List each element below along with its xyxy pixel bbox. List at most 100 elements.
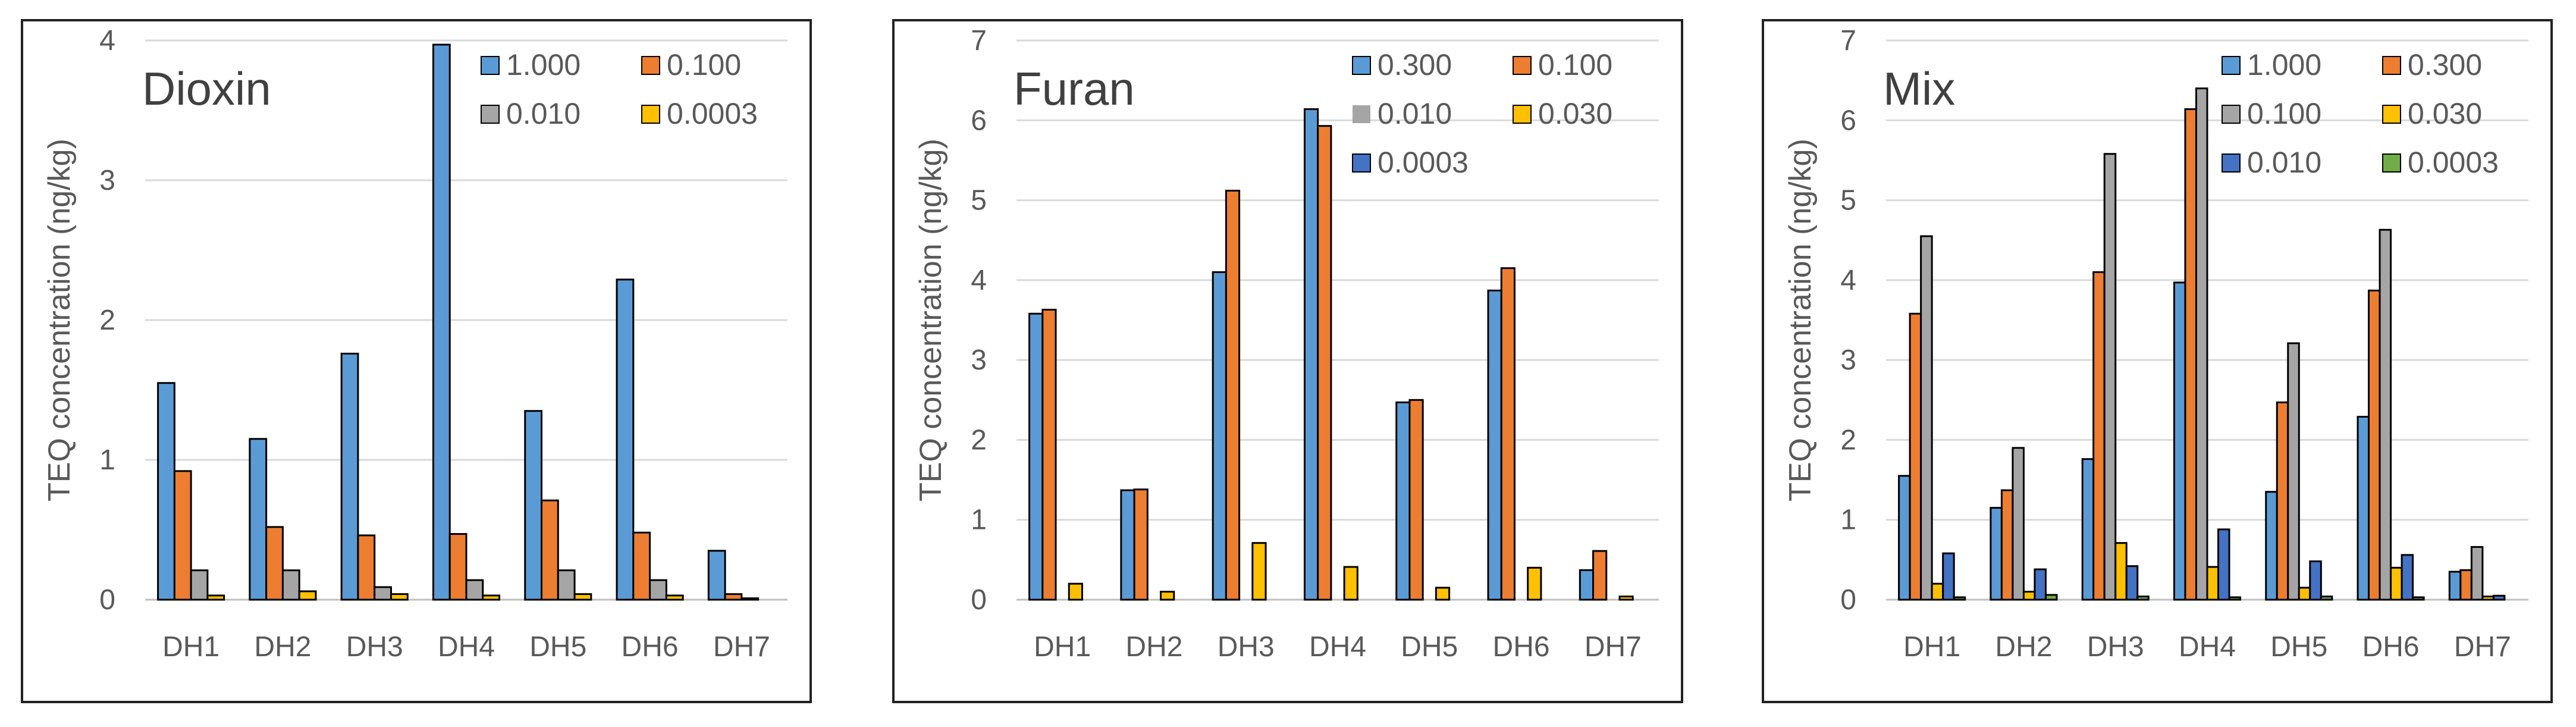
chart2-bar-dh4-s4 bbox=[2217, 528, 2230, 601]
chart2-legend-swatch-0-100 bbox=[2222, 105, 2241, 124]
chart2-bar-dh3-s4 bbox=[2125, 565, 2139, 601]
chart0-ytick-label: 2 bbox=[99, 305, 115, 336]
chart2-bar-dh4-s0 bbox=[2173, 281, 2186, 601]
chart0-bar-dh6-s2 bbox=[649, 579, 667, 601]
chart0-category-label: DH2 bbox=[254, 631, 311, 663]
chart0-bar-dh2-s0 bbox=[249, 438, 268, 601]
chart1-category-label: DH1 bbox=[1034, 631, 1091, 663]
chart1-bar-dh1-s3 bbox=[1068, 582, 1083, 601]
chart2-ytick-label: 1 bbox=[1840, 504, 1856, 536]
chart1-legend-swatch-0-100 bbox=[1513, 56, 1532, 75]
chart0-bar-dh2-s2 bbox=[281, 569, 300, 601]
chart0-bar-dh5-s0 bbox=[524, 410, 543, 601]
chart0-ytick-label: 1 bbox=[99, 444, 115, 476]
chart1-legend-swatch-0-0003 bbox=[1352, 153, 1371, 173]
chart2-bar-dh1-s2 bbox=[1920, 235, 1933, 601]
chart0-legend: 1.000 0.100 0.010 0.0003 bbox=[481, 48, 758, 130]
chart0-bar-dh7-s1 bbox=[724, 593, 743, 601]
chart2-legend-label-0-010: 0.010 bbox=[2247, 146, 2321, 179]
chart1-bar-dh3-s1 bbox=[1225, 189, 1241, 601]
chart0-legend-swatch-0-100 bbox=[641, 56, 660, 75]
chart1-bar-dh5-s1 bbox=[1408, 399, 1424, 601]
chart1-bar-dh6-s0 bbox=[1487, 289, 1502, 601]
chart1-bar-dh2-s0 bbox=[1120, 489, 1135, 601]
chart1-bar-dh4-s0 bbox=[1303, 108, 1319, 601]
chart1-category-label: DH7 bbox=[1584, 631, 1642, 663]
chart2-bar-dh2-s5 bbox=[2044, 594, 2058, 601]
chart1-gridlines bbox=[1016, 39, 1659, 521]
chart1-bar-dh7-s0 bbox=[1579, 569, 1595, 601]
chart1-legend-label-0-010: 0.010 bbox=[1378, 97, 1452, 130]
chart0-bar-dh1-s1 bbox=[173, 470, 192, 601]
chart2-legend-swatch-0-0003 bbox=[2382, 153, 2401, 173]
chart2-y-axis-label: TEQ concentration (ng/kg) bbox=[1783, 139, 1818, 502]
chart0-bar-dh4-s0 bbox=[432, 43, 451, 601]
chart2-bar-dh5-s5 bbox=[2320, 596, 2333, 601]
chart2-bar-dh6-s1 bbox=[2368, 289, 2381, 601]
chart0-ytick-label: 4 bbox=[99, 25, 115, 57]
chart0-bar-dh6-s1 bbox=[632, 531, 651, 601]
chart0-bar-dh6-s3 bbox=[665, 594, 684, 601]
chart0-bar-dh4-s2 bbox=[465, 579, 484, 601]
chart0-bar-dh5-s1 bbox=[541, 499, 559, 601]
chart1-bar-dh3-s3 bbox=[1251, 542, 1267, 601]
chart2-bar-dh5-s1 bbox=[2276, 401, 2289, 601]
chart1-bar-dh5-s0 bbox=[1395, 401, 1411, 601]
chart0-bar-dh3-s3 bbox=[390, 593, 409, 601]
chart2-bar-dh6-s5 bbox=[2412, 596, 2425, 601]
chart2-bar-dh7-s2 bbox=[2470, 546, 2484, 601]
chart0-y-axis-label: TEQ concentration (ng/kg) bbox=[42, 139, 77, 502]
chart0-legend-label-0-0003: 0.0003 bbox=[667, 97, 758, 130]
chart-furan: 0 1 2 3 4 5 6 7 DH1 DH2 DH3 DH4 DH5 DH6 DH7 TEQ concent… bbox=[914, 25, 1659, 663]
chart1-ytick-label: 5 bbox=[971, 185, 987, 217]
chart1-title: Furan bbox=[1014, 62, 1135, 115]
chart2-bar-dh5-s4 bbox=[2309, 560, 2322, 601]
chart2-category-label: DH2 bbox=[1995, 631, 2052, 663]
chart0-legend-swatch-1-000 bbox=[481, 56, 500, 75]
chart0-bar-dh5-s3 bbox=[573, 593, 592, 601]
chart2-bar-dh7-s0 bbox=[2448, 571, 2462, 601]
chart2-legend: 1.000 0.300 0.100 0.030 0.010 0.0003 bbox=[2222, 48, 2499, 179]
chart1-ytick-label: 0 bbox=[971, 584, 987, 616]
chart2-bars bbox=[1898, 87, 2506, 601]
chart2-ytick-label: 7 bbox=[1840, 25, 1856, 57]
chart0-category-label: DH5 bbox=[529, 631, 586, 663]
chart2-bar-dh2-s3 bbox=[2022, 591, 2036, 601]
chart0-bar-dh7-s0 bbox=[707, 550, 726, 601]
chart1-bar-dh6-s1 bbox=[1500, 267, 1516, 601]
chart1-legend-swatch-0-010 bbox=[1353, 105, 1370, 123]
chart2-bar-dh1-s3 bbox=[1931, 582, 1944, 601]
chart2-bar-dh4-s1 bbox=[2184, 108, 2197, 601]
chart0-bar-dh1-s2 bbox=[190, 569, 209, 601]
chart0-bar-dh2-s1 bbox=[265, 526, 284, 601]
chart1-ytick-label: 6 bbox=[971, 105, 987, 136]
chart2-ytick-label: 2 bbox=[1840, 424, 1856, 456]
chart1-bar-dh2-s1 bbox=[1133, 488, 1149, 601]
chart2-bar-dh6-s2 bbox=[2379, 228, 2392, 601]
chart2-bar-dh1-s0 bbox=[1898, 475, 1911, 601]
chart1-ytick-label: 1 bbox=[971, 504, 987, 536]
chart2-bar-dh3-s0 bbox=[2081, 458, 2095, 601]
chart0-bar-dh3-s1 bbox=[357, 534, 376, 601]
chart0-bar-dh1-s3 bbox=[206, 594, 225, 601]
chart2-ytick-label: 6 bbox=[1840, 105, 1856, 136]
chart-dioxin: 0 1 2 3 4 DH1 DH2 DH3 DH4 DH5 DH6 DH7 TEQ concentrat… bbox=[42, 25, 787, 663]
chart1-legend-swatch-0-030 bbox=[1513, 105, 1532, 124]
chart0-legend-label-0-010: 0.010 bbox=[506, 97, 581, 130]
chart2-ytick-label: 5 bbox=[1840, 185, 1856, 217]
chart2-bar-dh1-s4 bbox=[1942, 552, 1955, 601]
chart1-bars bbox=[1028, 108, 1634, 601]
chart2-legend-label-1-000: 1.000 bbox=[2247, 48, 2321, 82]
chart2-bar-dh7-s4 bbox=[2492, 594, 2506, 601]
chart2-bar-dh7-s1 bbox=[2459, 569, 2473, 601]
chart1-category-label: DH2 bbox=[1125, 631, 1182, 663]
chart2-legend-label-0-030: 0.030 bbox=[2408, 97, 2482, 130]
chart2-bar-dh5-s0 bbox=[2265, 491, 2278, 601]
chart2-bar-dh4-s2 bbox=[2195, 87, 2208, 601]
chart1-bar-dh1-s1 bbox=[1041, 309, 1057, 601]
chart1-bar-dh2-s3 bbox=[1160, 591, 1175, 601]
chart0-gridlines bbox=[145, 39, 787, 461]
chart2-category-label: DH5 bbox=[2270, 631, 2327, 663]
chart1-bar-dh4-s1 bbox=[1317, 125, 1332, 601]
chart2-category-label: DH1 bbox=[1903, 631, 1960, 663]
